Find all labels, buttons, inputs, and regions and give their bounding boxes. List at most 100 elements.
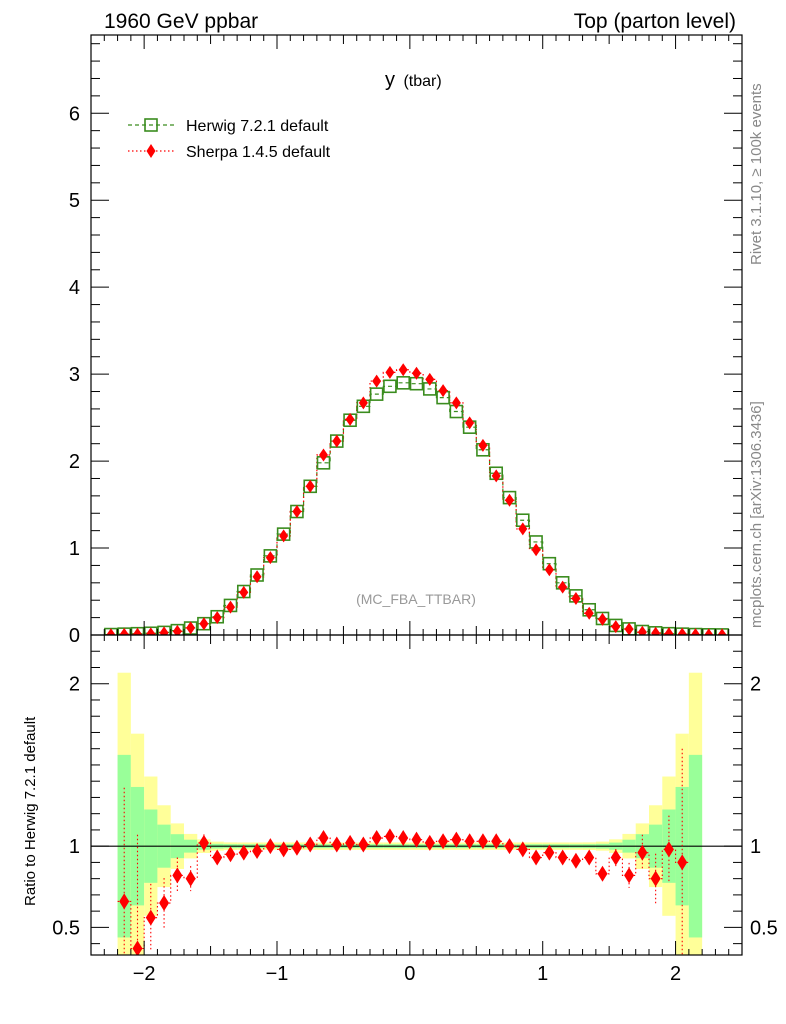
sherpa-point — [691, 628, 700, 635]
sherpa-point — [319, 448, 328, 462]
sherpa-point — [226, 600, 235, 614]
sherpa-point — [358, 396, 368, 410]
sherpa-point — [372, 374, 382, 388]
herwig-point — [170, 623, 185, 635]
y-tick-label: 6 — [69, 103, 80, 125]
herwig-point — [143, 626, 158, 635]
ratio-point — [411, 831, 422, 848]
ratio-point — [451, 831, 462, 848]
ratio-point — [384, 828, 395, 845]
sherpa-point — [159, 626, 169, 635]
ratio-point — [212, 849, 223, 866]
ratio-point — [305, 836, 316, 853]
y-tick-label: 3 — [69, 364, 80, 386]
legend-item-sherpa: Sherpa 1.4.5 default — [128, 144, 331, 161]
header-right: Top (parton level) — [574, 10, 736, 33]
ratio-point — [238, 844, 249, 861]
sherpa-point — [172, 624, 182, 635]
ratio-point — [677, 854, 688, 871]
ratio-point — [252, 843, 263, 860]
sherpa-point — [478, 438, 488, 452]
ratio-point — [504, 838, 515, 855]
ratio-point — [119, 893, 130, 910]
ratio-point — [637, 844, 648, 861]
ratio-point — [318, 830, 329, 847]
legend: Herwig 7.2.1 default Sherpa 1.4.5 defaul… — [128, 118, 331, 161]
ratio-point — [225, 846, 236, 863]
legend-item-herwig: Herwig 7.2.1 default — [128, 118, 329, 135]
herwig-point — [635, 624, 650, 635]
ratio-point — [531, 849, 542, 866]
sherpa-point — [438, 384, 448, 398]
herwig-point — [369, 387, 384, 401]
ratio-y-tick-label-right: 0.5 — [750, 917, 778, 939]
ratio-y-tick-label: 1 — [69, 836, 80, 858]
diamond-icon — [146, 144, 156, 158]
sherpa-point — [571, 591, 581, 605]
sherpa-point — [292, 505, 302, 519]
sherpa-point — [598, 612, 607, 626]
ratio-y-tick-label: 0.5 — [52, 917, 80, 939]
analysis-watermark: (MC_FBA_TTBAR) — [356, 591, 476, 607]
x-tick-label: 1 — [537, 963, 548, 985]
main-panel: 0 1 2 3 4 5 6 y (tbar) Herwig 7.2.1 default Sh… — [69, 34, 743, 647]
sherpa-point — [146, 627, 156, 635]
ratio-point — [424, 834, 435, 851]
title-sub: (tbar) — [403, 73, 441, 90]
ratio-point — [663, 841, 674, 858]
ratio-point — [159, 895, 170, 912]
header-left: 1960 GeV ppbar — [104, 10, 258, 33]
ratio-point — [570, 852, 581, 869]
sherpa-point — [119, 627, 129, 635]
sherpa-point — [611, 620, 621, 634]
sherpa-point — [425, 372, 435, 386]
sherpa-point — [279, 529, 289, 543]
sherpa-point — [505, 493, 514, 507]
sherpa-point — [491, 469, 501, 483]
herwig-point — [383, 379, 397, 394]
ratio-point — [597, 865, 608, 882]
ratio-point — [438, 833, 449, 850]
sherpa-point — [212, 611, 222, 625]
herwig-point — [130, 626, 145, 635]
ratio-point — [358, 836, 369, 853]
sherpa-point — [677, 627, 687, 635]
ratio-y-tick-label-right: 2 — [750, 674, 761, 696]
ratio-frame — [90, 634, 743, 956]
ratio-point — [610, 849, 621, 866]
ratio-point — [291, 839, 302, 856]
sherpa-point — [385, 365, 395, 379]
ratio-point — [544, 844, 555, 861]
y-tick-label: 1 — [69, 538, 80, 560]
ratio-y-tick-label: 2 — [69, 674, 80, 696]
sherpa-point — [651, 626, 661, 635]
ratio-point — [650, 870, 661, 887]
ratio-point — [145, 909, 156, 926]
sherpa-point — [345, 412, 355, 426]
legend-label-herwig: Herwig 7.2.1 default — [186, 118, 329, 135]
sherpa-point — [624, 622, 634, 635]
herwig-point — [396, 376, 411, 390]
title-var: y — [385, 69, 395, 91]
sherpa-point — [531, 543, 541, 557]
ratio-point — [265, 838, 276, 855]
x-tick-label: 0 — [404, 963, 415, 985]
sherpa-point — [518, 522, 528, 536]
sherpa-point — [465, 416, 475, 430]
sherpa-point — [558, 580, 568, 594]
sherpa-point — [239, 585, 249, 599]
x-tick-label: −2 — [133, 963, 156, 985]
ratio-point — [517, 841, 528, 858]
sherpa-point — [305, 479, 315, 493]
sherpa-point — [398, 363, 408, 377]
sherpa-point — [544, 563, 554, 577]
sherpa-point — [717, 628, 727, 635]
sherpa-point — [664, 627, 674, 635]
ratio-y-tick-label-right: 1 — [750, 836, 761, 858]
sherpa-point — [252, 570, 262, 584]
x-tick-label: −1 — [266, 963, 289, 985]
sherpa-point — [451, 396, 461, 410]
ratio-point — [398, 830, 409, 847]
sherpa-point — [412, 366, 421, 380]
